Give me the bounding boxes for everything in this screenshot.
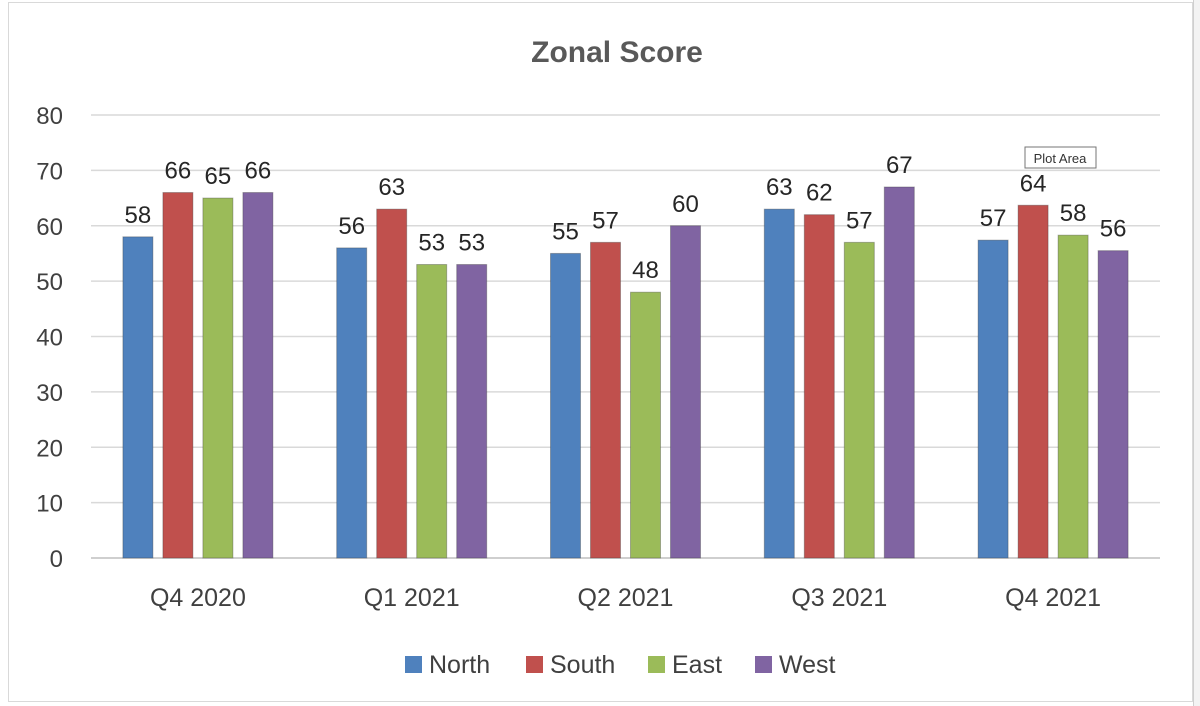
bar-north[interactable] [977, 239, 1009, 559]
x-tick-label: Q1 2021 [364, 584, 460, 612]
bar-south[interactable] [1017, 204, 1049, 559]
data-label: 65 [205, 163, 232, 190]
bar-north[interactable] [122, 236, 154, 559]
adjacent-window-edge [1193, 0, 1200, 706]
y-tick-label: 60 [36, 214, 63, 241]
bar-south[interactable] [376, 208, 408, 559]
legend-item-west[interactable]: West [755, 651, 836, 679]
y-tick-label: 70 [36, 158, 63, 185]
bar-south[interactable] [590, 241, 621, 559]
legend-swatch [648, 656, 665, 673]
legend-item-south[interactable]: South [526, 651, 615, 679]
x-tick-label: Q4 2020 [150, 584, 246, 612]
data-label: 57 [846, 207, 873, 234]
data-label: 66 [245, 158, 272, 185]
data-label: 58 [125, 202, 152, 229]
bar-north[interactable] [336, 247, 368, 559]
data-label: 57 [592, 207, 619, 234]
data-label: 55 [552, 218, 579, 245]
legend-label: South [550, 651, 615, 679]
y-tick-label: 80 [36, 103, 63, 130]
data-label: 67 [886, 152, 913, 179]
y-tick-label: 10 [36, 491, 63, 518]
tooltip-text: Plot Area [1034, 151, 1088, 166]
data-label: 63 [378, 174, 405, 201]
data-label: 57 [980, 205, 1007, 232]
y-tick-label: 40 [36, 325, 63, 352]
data-label: 53 [418, 230, 445, 257]
legend-label: East [672, 651, 722, 679]
bar-east[interactable] [1057, 234, 1089, 559]
x-tick-label: Q2 2021 [578, 584, 674, 612]
bar-west[interactable] [242, 192, 274, 559]
bar-west[interactable] [456, 264, 488, 559]
bar-north[interactable] [763, 208, 795, 559]
x-axis: Q4 2020 Q1 2021 Q2 2021 Q3 2021 Q4 2021 [150, 584, 1101, 612]
legend-swatch [755, 656, 772, 673]
data-label: 56 [1100, 216, 1127, 243]
bars [122, 186, 1129, 559]
chart-title: Zonal Score [531, 36, 703, 69]
legend-label: North [429, 651, 490, 679]
y-tick-label: 30 [36, 380, 63, 407]
legend-label: West [779, 651, 836, 679]
data-label: 66 [165, 158, 192, 185]
legend: North South East West [405, 651, 836, 679]
legend-swatch [405, 656, 422, 673]
bar-south[interactable] [803, 214, 835, 559]
bar-west[interactable] [670, 225, 701, 559]
y-tick-label: 20 [36, 435, 63, 462]
bar-east[interactable] [630, 291, 661, 559]
legend-item-north[interactable]: North [405, 651, 490, 679]
bar-east[interactable] [843, 241, 875, 559]
data-label: 63 [766, 174, 793, 201]
data-label: 60 [672, 191, 699, 218]
bar-north[interactable] [550, 252, 581, 559]
bar-south[interactable] [162, 192, 194, 559]
data-label: 58 [1060, 200, 1087, 227]
data-label: 53 [458, 230, 485, 257]
legend-item-east[interactable]: East [648, 651, 722, 679]
bar-west[interactable] [1097, 250, 1129, 559]
data-label: 62 [806, 180, 833, 207]
legend-swatch [526, 656, 543, 673]
bar-east[interactable] [202, 197, 234, 559]
y-axis: 0 10 20 30 40 50 60 70 80 [36, 103, 63, 573]
plot-area-tooltip: Plot Area [1024, 146, 1097, 169]
bar-west[interactable] [883, 186, 915, 559]
x-tick-label: Q3 2021 [791, 584, 887, 612]
bar-east[interactable] [416, 264, 448, 559]
y-tick-label: 0 [50, 546, 63, 573]
x-tick-label: Q4 2021 [1005, 584, 1101, 612]
data-label: 64 [1020, 170, 1047, 197]
data-label: 48 [632, 257, 659, 284]
data-labels: 58 66 65 66 56 63 53 53 55 57 48 60 63 62 57 67 57 64 58 56 [125, 152, 1127, 284]
data-label: 56 [338, 213, 365, 240]
y-tick-label: 50 [36, 269, 63, 296]
